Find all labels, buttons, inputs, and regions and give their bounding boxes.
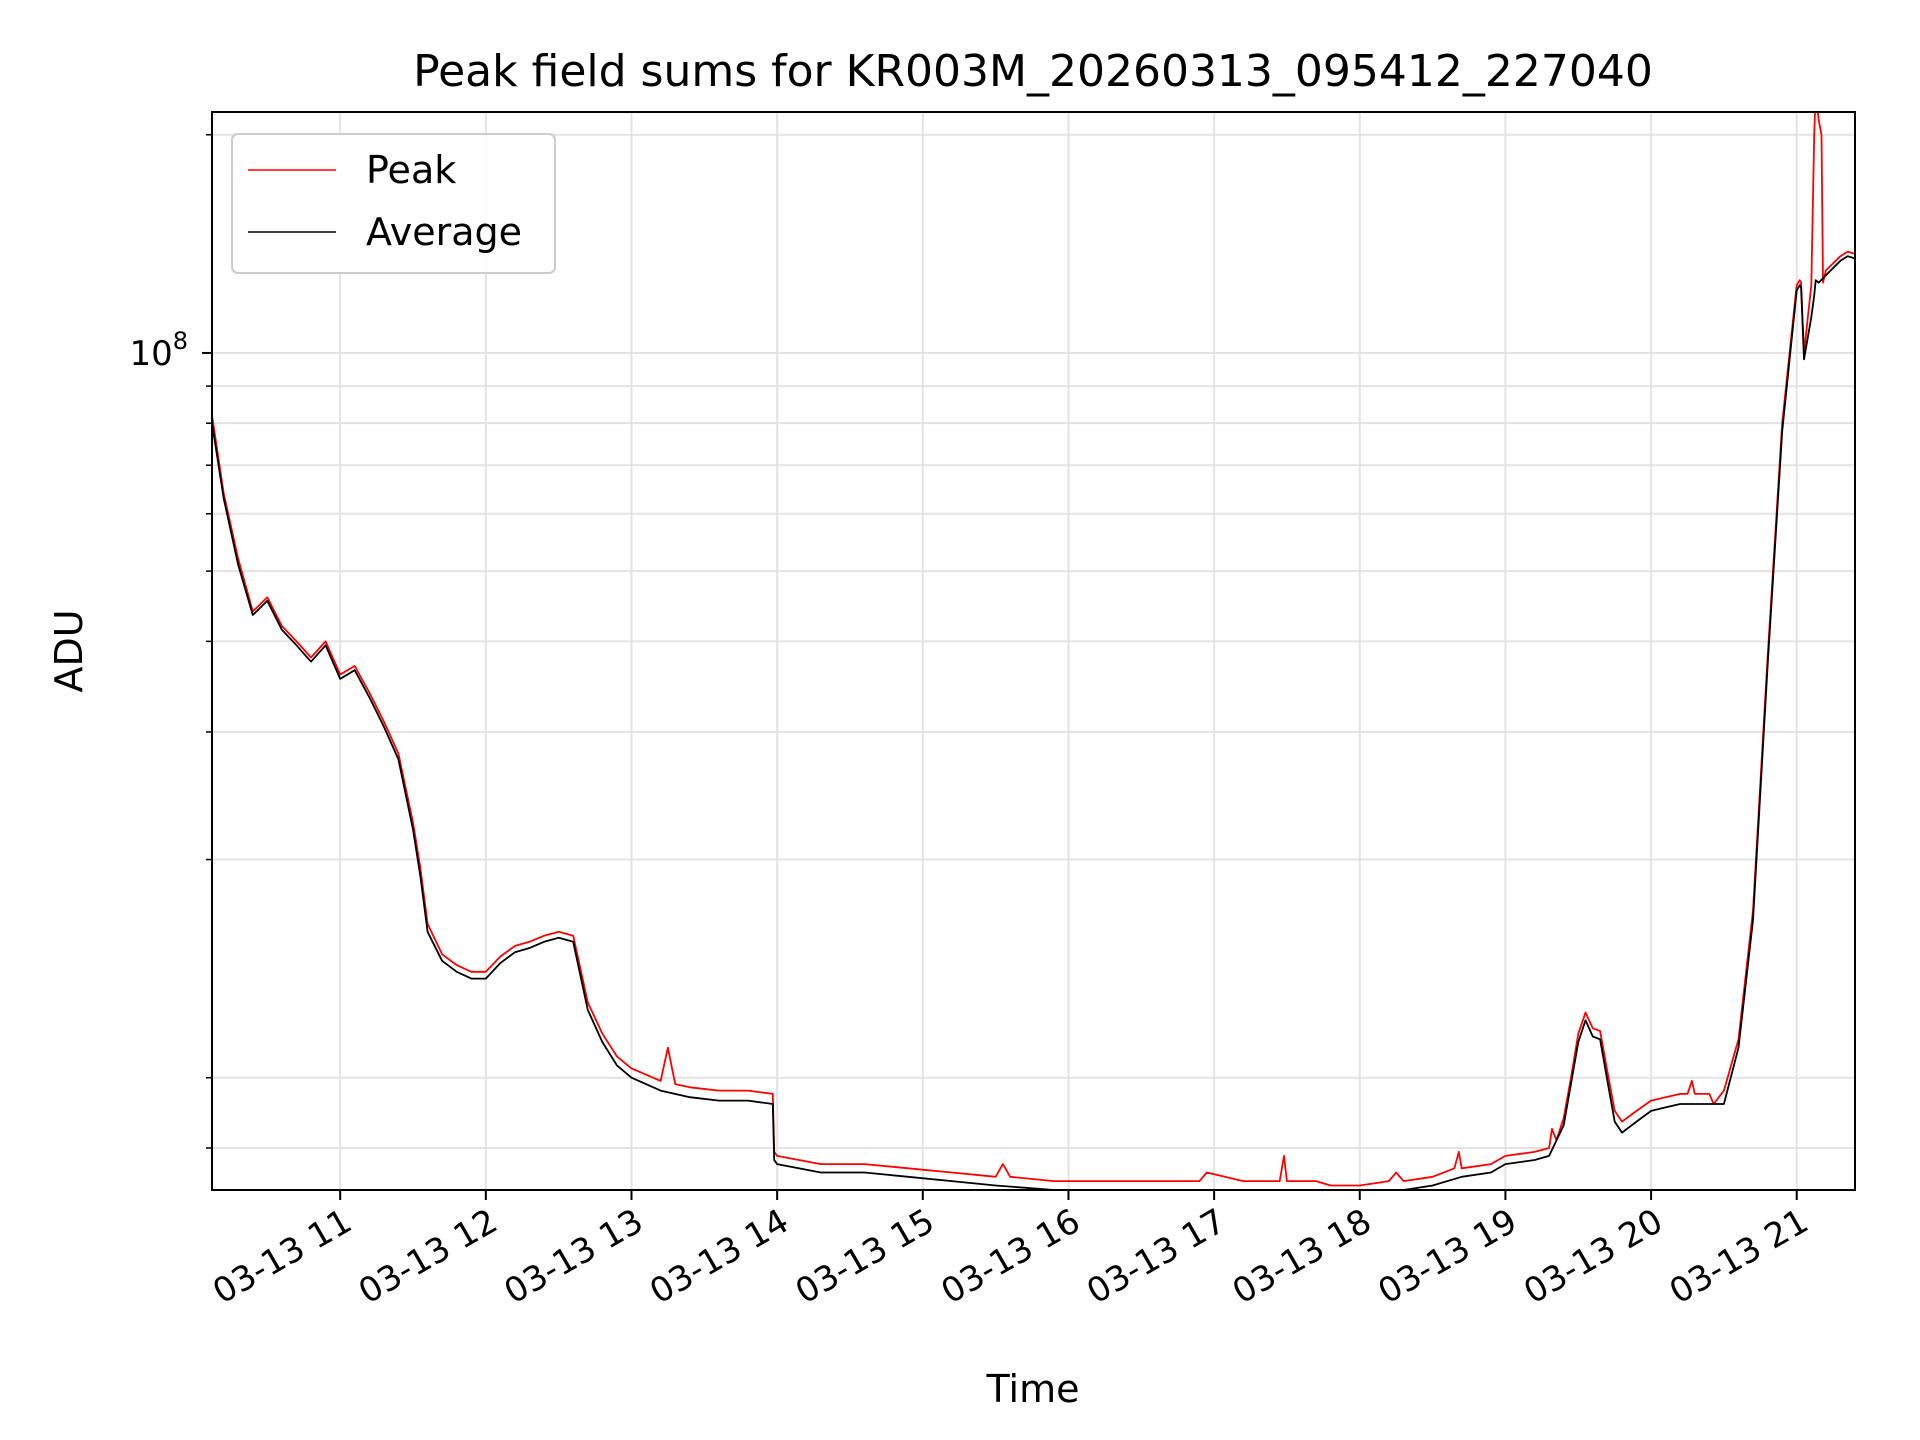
legend-label-peak: Peak	[366, 148, 456, 192]
y-axis-ticks: 108	[129, 134, 212, 1149]
y-tick-label-base: 10	[129, 334, 172, 374]
y-tick-label: 108	[129, 327, 188, 374]
y-axis-label: ADU	[47, 609, 91, 692]
legend-box	[231, 133, 556, 274]
plot-series	[212, 112, 1855, 1190]
grid	[212, 112, 1855, 1190]
chart-title: Peak field sums for KR003M_20260313_0954…	[413, 46, 1653, 97]
x-axis-label: Time	[986, 1367, 1080, 1411]
legend: Peak Average	[231, 133, 556, 274]
series-line-average	[212, 255, 1855, 1190]
series-line-peak	[212, 112, 1855, 1187]
plot-area-frame	[211, 111, 1856, 1191]
legend-label-average: Average	[366, 210, 522, 254]
y-tick-label-exponent: 8	[173, 327, 188, 355]
